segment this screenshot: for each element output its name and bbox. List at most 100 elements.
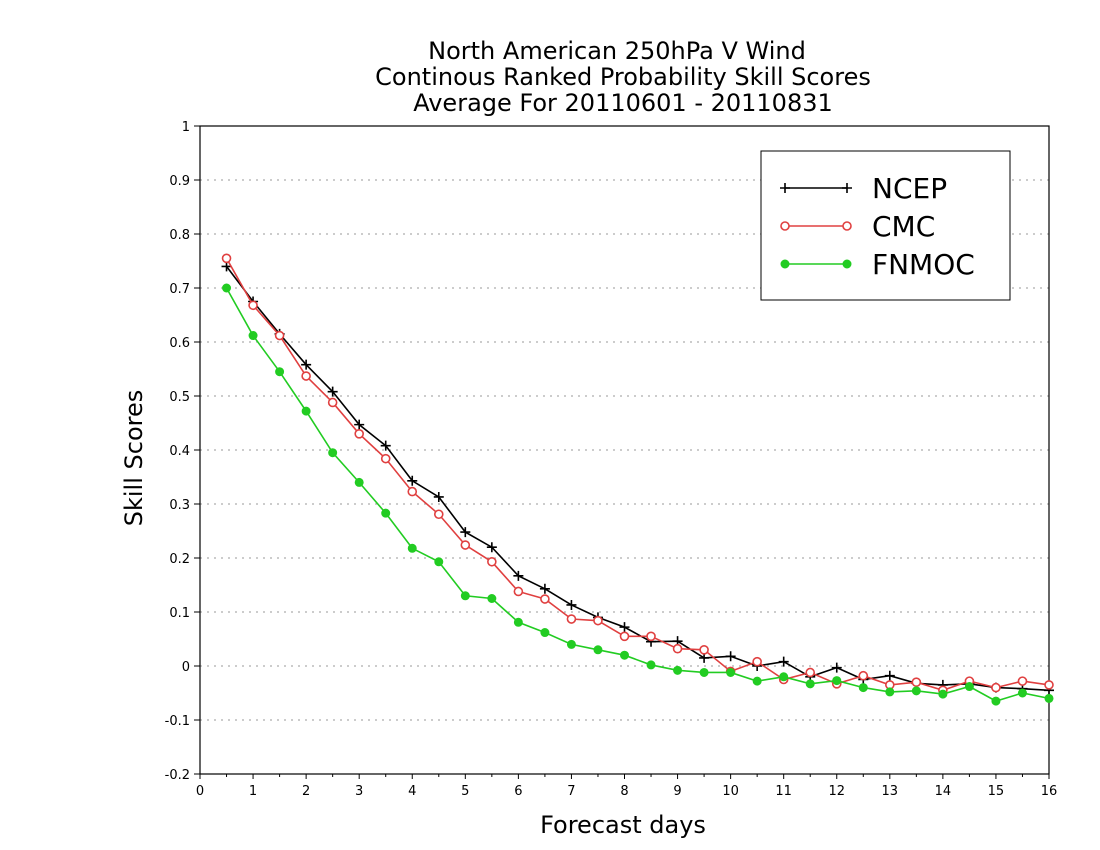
data-point-ncep: [778, 656, 789, 667]
legend-marker-fnmoc: [842, 259, 852, 269]
data-point-ncep: [433, 491, 444, 502]
y-tick-label: 0.1: [169, 606, 190, 621]
data-point-cmc: [593, 615, 603, 626]
data-point-fnmoc: [593, 645, 603, 655]
y-tick-label: 0.2: [169, 552, 190, 567]
x-tick-label: 7: [567, 784, 575, 799]
x-tick-label: 8: [620, 784, 628, 799]
series-cmc: [221, 253, 1054, 696]
data-point-cmc: [221, 253, 232, 264]
data-point-cmc: [433, 509, 444, 520]
chart-title-line-3: Average For 20110601 - 20110831: [413, 89, 833, 117]
x-tick-label: 14: [935, 784, 952, 799]
data-point-fnmoc: [1017, 688, 1027, 698]
x-tick-label: 0: [196, 784, 204, 799]
series-line-fnmoc: [225, 287, 1050, 702]
data-point-cmc: [672, 643, 683, 654]
data-point-cmc: [646, 631, 656, 642]
data-point-fnmoc: [407, 543, 417, 553]
data-point-cmc: [566, 614, 577, 624]
data-point-fnmoc: [513, 617, 523, 627]
data-point-fnmoc: [699, 667, 709, 677]
data-point-ncep: [619, 622, 630, 633]
data-point-fnmoc: [858, 683, 868, 693]
x-tick-label: 15: [988, 784, 1005, 799]
legend-label-ncep: NCEP: [872, 172, 947, 205]
data-point-cmc: [274, 330, 285, 341]
y-tick-label: 0.4: [169, 444, 190, 459]
legend-marker-fnmoc: [780, 259, 790, 269]
data-point-ncep: [725, 651, 736, 662]
y-tick-label: 1: [182, 120, 190, 135]
data-point-ncep: [301, 359, 312, 370]
gridlines: [200, 179, 1049, 721]
data-point-cmc: [858, 670, 869, 681]
data-point-fnmoc: [646, 660, 656, 670]
x-tick-label: 2: [302, 784, 310, 799]
y-tick-label: 0.7: [169, 282, 190, 297]
data-point-fnmoc: [938, 689, 948, 699]
data-point-cmc: [991, 682, 1001, 693]
y-tick-label: -0.2: [165, 768, 190, 783]
x-tick-label: 1: [249, 784, 257, 799]
data-point-cmc: [513, 586, 524, 597]
data-point-cmc: [460, 540, 471, 550]
data-point-cmc: [699, 644, 709, 655]
data-point-fnmoc: [885, 687, 895, 697]
data-point-ncep: [460, 527, 471, 538]
data-point-ncep: [566, 599, 577, 610]
data-point-cmc: [380, 453, 391, 464]
legend-marker-ncep: [842, 183, 852, 193]
series-layer: [221, 253, 1054, 706]
x-tick-label: 3: [355, 784, 363, 799]
data-point-cmc: [1017, 676, 1028, 686]
data-point-cmc: [301, 371, 311, 381]
y-tick-label: 0.3: [169, 498, 190, 513]
series-ncep: [221, 261, 1054, 696]
data-point-fnmoc: [381, 508, 391, 518]
data-point-fnmoc: [354, 477, 364, 487]
data-point-cmc: [248, 300, 258, 311]
data-point-ncep: [486, 542, 497, 553]
data-point-ncep: [380, 440, 391, 451]
x-tick-label: 5: [461, 784, 469, 799]
data-point-ncep: [354, 419, 365, 430]
chart-title-line-2: Continous Ranked Probability Skill Score…: [375, 63, 871, 91]
series-fnmoc: [222, 283, 1054, 706]
data-point-ncep: [831, 662, 842, 673]
data-point-fnmoc: [832, 676, 842, 686]
y-tick-label: 0.6: [169, 336, 190, 351]
data-point-cmc: [407, 486, 418, 497]
data-point-cmc: [911, 677, 922, 688]
data-point-fnmoc: [275, 367, 285, 377]
data-point-fnmoc: [540, 628, 550, 638]
data-point-fnmoc: [248, 331, 258, 341]
x-tick-label: 13: [882, 784, 899, 799]
x-tick-label: 4: [408, 784, 416, 799]
x-tick-label: 6: [514, 784, 522, 799]
legend: NCEP CMC FNMOC: [760, 150, 1011, 301]
data-point-ncep: [884, 670, 895, 681]
data-point-fnmoc: [620, 650, 629, 660]
data-point-cmc: [327, 397, 338, 408]
legend-label-cmc: CMC: [872, 210, 935, 243]
data-point-cmc: [1044, 680, 1054, 690]
data-point-fnmoc: [726, 667, 736, 677]
data-point-cmc: [354, 428, 364, 439]
data-point-ncep: [539, 583, 550, 594]
legend-marker-cmc: [842, 221, 852, 231]
legend-label-fnmoc: FNMOC: [872, 248, 975, 281]
x-tick-label: 12: [828, 784, 845, 799]
x-axis-label: Forecast days: [540, 811, 706, 839]
y-axis-label: Skill Scores: [120, 390, 148, 527]
y-tick-label: 0.5: [169, 390, 190, 405]
data-point-ncep: [407, 475, 418, 486]
data-point-fnmoc: [805, 679, 815, 689]
axis-ticks: -0.2-0.100.10.20.30.40.50.60.70.80.910 1 2…: [165, 120, 1058, 799]
data-point-fnmoc: [460, 591, 470, 601]
legend-marker-ncep: [780, 183, 790, 193]
x-tick-label: 11: [775, 784, 792, 799]
data-point-fnmoc: [566, 639, 576, 649]
data-point-fnmoc: [779, 672, 789, 682]
